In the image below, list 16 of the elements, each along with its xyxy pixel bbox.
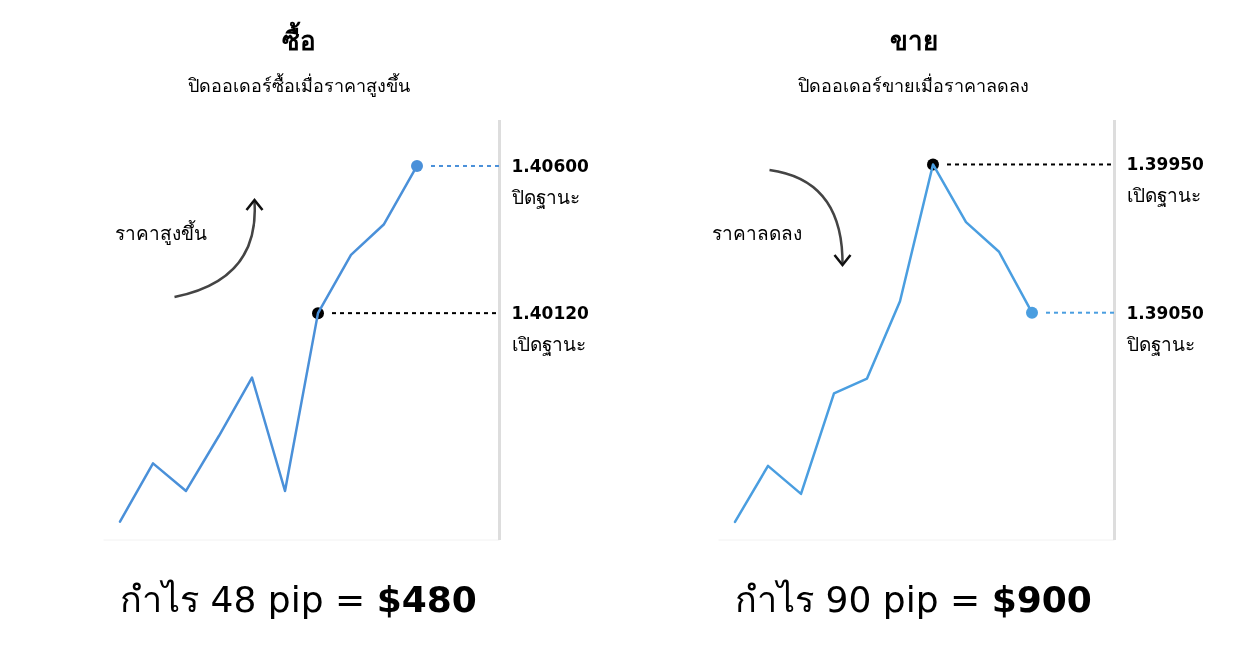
- text: เปิดฐานะ: [511, 333, 586, 357]
- y-tick-label: 1.40120: [511, 303, 590, 324]
- text: กำไร 90 pip = $900: [735, 579, 1092, 620]
- text: กำไร 48 pip = $480: [120, 579, 477, 620]
- chart-subtitle: ปิดออเดอร์ขายเมื่อราคาลดลง: [798, 73, 1029, 96]
- text: ปิดฐานะ: [1125, 332, 1195, 356]
- text: เปิดฐานะ: [1126, 184, 1201, 208]
- text: ปิดฐานะ: [510, 185, 580, 209]
- chart-title: ขาย: [889, 26, 938, 56]
- y-tick-label: 1.39050: [1126, 302, 1205, 323]
- annotation: ราคาสูงขึ้น: [114, 220, 207, 245]
- annotation: ราคาลดลง: [711, 222, 802, 244]
- y-tick-label: 1.39950: [1126, 154, 1205, 175]
- chart-subtitle: ปิดออเดอร์ซื้อเมื่อราคาสูงขึ้น: [187, 73, 410, 97]
- y-tick-label: 1.40600: [511, 155, 590, 176]
- chart-title: ซื้อ: [281, 21, 316, 56]
